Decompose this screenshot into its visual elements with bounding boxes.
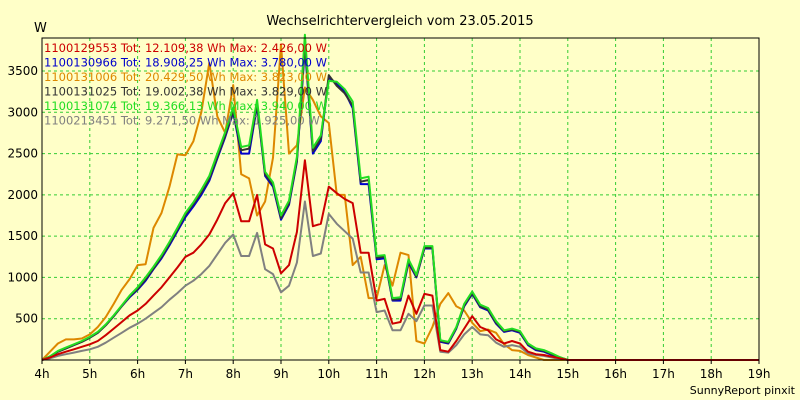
chart-title: Wechselrichtervergleich vom 23.05.2015	[266, 14, 533, 29]
x-tick-label: 15h	[556, 367, 579, 381]
y-tick-label: 1500	[7, 229, 38, 243]
x-tick-label: 10h	[317, 367, 340, 381]
x-tick-label: 11h	[365, 367, 388, 381]
x-tick-label: 14h	[509, 367, 532, 381]
x-tick-label: 9h	[273, 367, 288, 381]
y-tick-label: 1000	[7, 270, 38, 284]
y-tick-label: 3000	[7, 105, 38, 119]
y-tick-label: 3500	[7, 64, 38, 78]
legend: 1100129553 Tot: 12.109,38 Wh Max: 2.426,…	[44, 41, 327, 128]
y-tick-label: 2500	[7, 147, 38, 161]
y-tick-label: 2000	[7, 188, 38, 202]
credit-text: SunnyReport pinxit	[690, 384, 796, 397]
x-tick-label: 12h	[413, 367, 436, 381]
legend-entry-1100131074: 1100131074 Tot: 19.366,13 Wh Max: 3.940,…	[44, 99, 327, 113]
x-tick-label: 17h	[652, 367, 675, 381]
y-tick-label: 500	[15, 312, 38, 326]
x-tick-label: 6h	[130, 367, 145, 381]
x-tick-label: 5h	[82, 367, 97, 381]
x-tick-label: 8h	[226, 367, 241, 381]
y-axis-unit: W	[34, 21, 47, 36]
ticks: 500 1000 1500 2000 2500 3000 3500 4h 5h 6h 7h 8h 9h 1…	[7, 64, 770, 381]
legend-entry-1100131006: 1100131006 Tot: 20.429,50 Wh Max: 3.823,…	[44, 70, 327, 84]
legend-entry-1100131025: 1100131025 Tot: 19.002,38 Wh Max: 3.829,…	[44, 85, 327, 99]
x-tick-label: 19h	[748, 367, 771, 381]
x-tick-label: 18h	[700, 367, 723, 381]
plot-frame	[41, 37, 760, 361]
legend-entry-1100130966: 1100130966 Tot: 18.908,25 Wh Max: 3.780,…	[44, 56, 327, 70]
legend-entry-1100213451: 1100213451 Tot: 9.271,50 Wh Max: 1.925,0…	[44, 114, 320, 128]
x-tick-label: 7h	[178, 367, 193, 381]
x-tick-label: 4h	[34, 367, 49, 381]
x-tick-label: 16h	[604, 367, 627, 381]
legend-entry-1100129553: 1100129553 Tot: 12.109,38 Wh Max: 2.426,…	[44, 41, 327, 55]
x-tick-label: 13h	[461, 367, 484, 381]
